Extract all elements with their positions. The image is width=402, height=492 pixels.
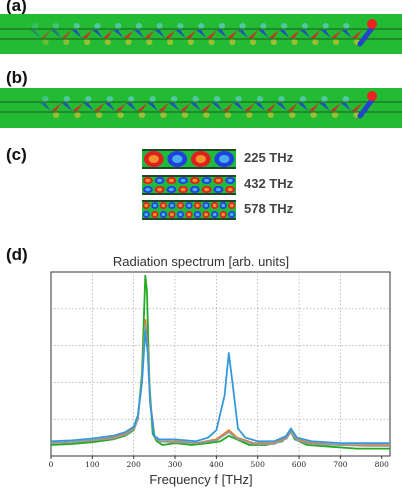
plot-area	[50, 271, 391, 457]
spectrum-chart: 0 100 200 300 400 500 600 700 800	[49, 271, 391, 469]
panel-label-b: (b)	[6, 68, 28, 87]
series-line-4	[50, 330, 390, 444]
field-map-b	[0, 88, 402, 128]
x-tick-label: 400	[209, 460, 224, 469]
mode-row-3: 578 THz	[142, 200, 293, 220]
series-line-3	[50, 322, 390, 447]
source-marker-b	[367, 91, 377, 101]
mode-pattern-2	[142, 175, 236, 195]
panel-label-c: (c)	[6, 145, 27, 164]
mode-pattern-1	[142, 149, 236, 169]
mode-label-2: 432 THz	[244, 176, 294, 191]
panel-label-a: (a)	[6, 0, 27, 15]
x-axis-label: Frequency f [THz]	[149, 472, 253, 487]
mode-label-3: 578 THz	[244, 201, 294, 216]
mode-label-1: 225 THz	[244, 150, 294, 165]
x-tick-label: 600	[292, 460, 307, 469]
x-tick-label: 700	[333, 460, 348, 469]
x-tick-label: 300	[168, 460, 183, 469]
source-marker-a	[367, 19, 377, 29]
x-tick-label: 100	[85, 460, 100, 469]
field-map-a	[0, 14, 402, 54]
panel-label-d: (d)	[6, 245, 28, 264]
chart-title: Radiation spectrum [arb. units]	[112, 254, 290, 269]
mode-row-2: 432 THz	[142, 175, 293, 195]
mode-pattern-3	[142, 200, 236, 220]
x-tick-label: 500	[251, 460, 266, 469]
x-tick-label: 0	[49, 460, 54, 469]
mode-row-1: 225 THz	[142, 149, 293, 169]
x-tick-label: 200	[127, 460, 142, 469]
x-tick-label: 800	[375, 460, 390, 469]
